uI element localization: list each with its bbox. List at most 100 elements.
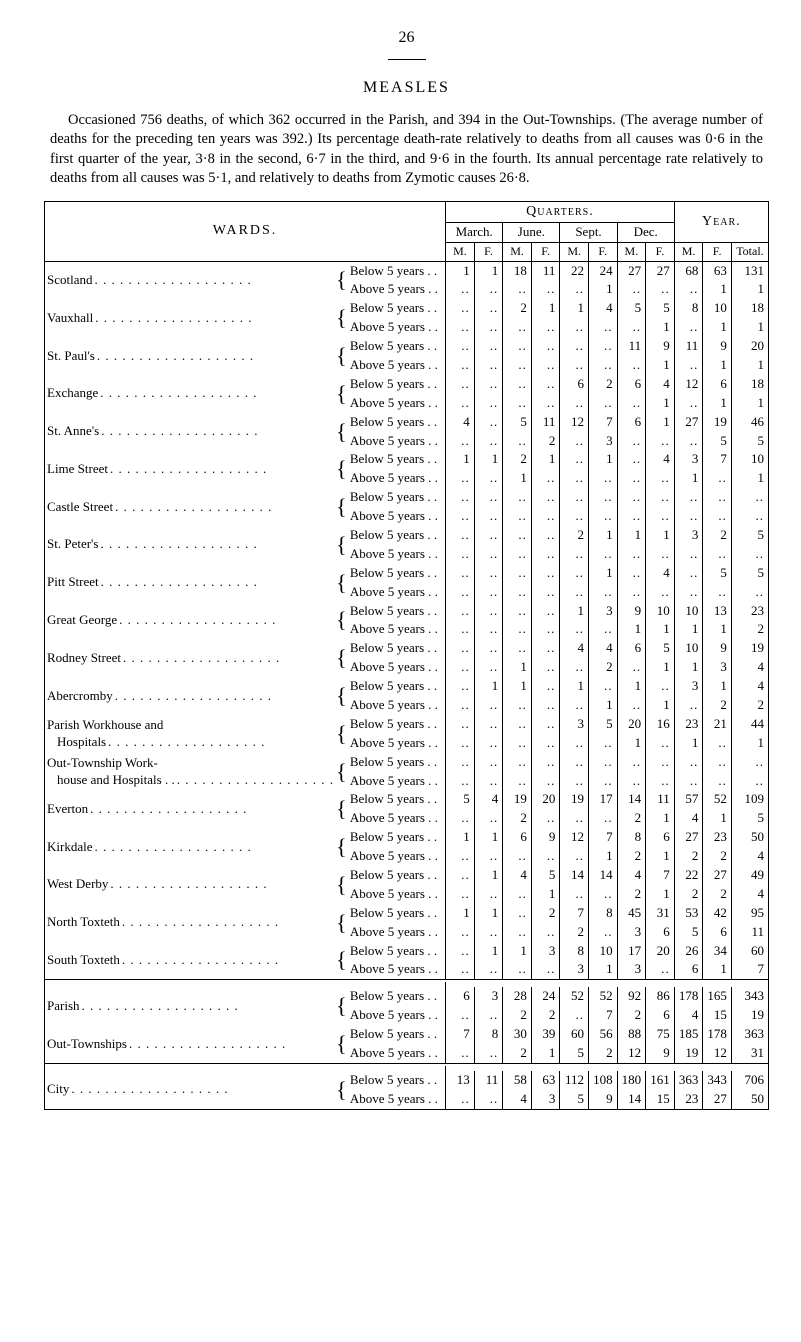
table-cell: .. xyxy=(446,280,475,299)
brace-icon: { xyxy=(336,639,347,677)
table-cell: 15 xyxy=(703,1006,732,1025)
table-cell: .. xyxy=(446,1044,475,1063)
brace-icon: { xyxy=(336,866,347,904)
table-cell: .. xyxy=(446,809,475,828)
table-cell: .. xyxy=(731,772,768,791)
table-cell: 11 xyxy=(617,337,646,356)
table-cell: 5 xyxy=(731,526,768,545)
table-cell: .. xyxy=(589,772,618,791)
table-cell: 2 xyxy=(589,658,618,677)
table-cell: 1 xyxy=(703,394,732,413)
table-cell: .. xyxy=(446,715,475,734)
age-below: Below 5 years . . xyxy=(347,677,446,696)
table-cell: 2 xyxy=(703,885,732,904)
table-cell: .. xyxy=(531,772,560,791)
mf-header: M. xyxy=(674,242,703,261)
table-cell: 11 xyxy=(531,413,560,432)
table-cell: 52 xyxy=(589,987,618,1006)
table-cell: 52 xyxy=(703,790,732,809)
brace-icon: { xyxy=(336,337,347,375)
table-cell: 18 xyxy=(731,375,768,394)
table-cell: .. xyxy=(674,772,703,791)
table-cell: .. xyxy=(446,942,475,961)
table-cell: .. xyxy=(646,734,675,753)
table-cell: .. xyxy=(646,583,675,602)
table-cell: .. xyxy=(703,734,732,753)
ward-name: St. Anne's xyxy=(47,423,101,440)
table-cell: 1 xyxy=(703,356,732,375)
table-cell: .. xyxy=(503,847,532,866)
table-cell: 31 xyxy=(646,904,675,923)
table-cell: 1 xyxy=(474,904,503,923)
ward-name: Exchange xyxy=(47,385,100,402)
table-cell: .. xyxy=(674,545,703,564)
age-above: Above 5 years . . xyxy=(347,772,446,791)
table-cell: 1 xyxy=(646,526,675,545)
brace-icon: { xyxy=(336,790,347,828)
total-name: Parish xyxy=(47,998,82,1015)
table-cell: .. xyxy=(446,318,475,337)
brace-icon: { xyxy=(336,1025,347,1063)
table-cell: 60 xyxy=(560,1025,589,1044)
table-cell: 1 xyxy=(731,356,768,375)
table-cell: .. xyxy=(531,639,560,658)
table-cell: 10 xyxy=(731,450,768,469)
brace-icon: { xyxy=(336,987,347,1025)
table-cell: 3 xyxy=(674,450,703,469)
table-cell: .. xyxy=(531,696,560,715)
table-cell: 5 xyxy=(560,1090,589,1109)
table-cell: 1 xyxy=(446,450,475,469)
table-cell: .. xyxy=(474,394,503,413)
table-cell: 9 xyxy=(646,1044,675,1063)
table-cell: .. xyxy=(646,280,675,299)
ward-name: Rodney Street xyxy=(47,650,123,667)
table-cell: 14 xyxy=(560,866,589,885)
table-cell: 1 xyxy=(503,658,532,677)
table-cell: .. xyxy=(474,809,503,828)
table-cell: .. xyxy=(560,450,589,469)
table-cell: 2 xyxy=(503,809,532,828)
quarters-header: Quarters. xyxy=(446,201,675,222)
table-cell: .. xyxy=(531,564,560,583)
table-cell: .. xyxy=(646,488,675,507)
brace-icon: { xyxy=(336,299,347,337)
table-cell: .. xyxy=(560,318,589,337)
age-above: Above 5 years . . xyxy=(347,620,446,639)
table-cell: .. xyxy=(531,960,560,979)
age-below: Below 5 years . . xyxy=(347,1025,446,1044)
table-cell: 24 xyxy=(589,261,618,280)
table-cell: 12 xyxy=(617,1044,646,1063)
table-cell: 17 xyxy=(617,942,646,961)
table-cell: .. xyxy=(503,753,532,772)
table-cell: 1 xyxy=(617,620,646,639)
ward-name: South Toxteth xyxy=(47,952,122,969)
table-cell: .. xyxy=(560,337,589,356)
table-cell: 1 xyxy=(703,280,732,299)
table-cell: 44 xyxy=(731,715,768,734)
table-cell: .. xyxy=(674,318,703,337)
age-below: Below 5 years . . xyxy=(347,526,446,545)
table-cell: 1 xyxy=(617,734,646,753)
table-cell: .. xyxy=(560,885,589,904)
table-cell: 9 xyxy=(703,337,732,356)
table-cell: .. xyxy=(731,753,768,772)
table-cell: 27 xyxy=(703,1090,732,1109)
table-cell: 2 xyxy=(731,620,768,639)
table-cell: 1 xyxy=(446,904,475,923)
ward-name: Kirkdale xyxy=(47,839,94,856)
table-cell: .. xyxy=(531,734,560,753)
table-cell: 1 xyxy=(446,828,475,847)
table-cell: 5 xyxy=(446,790,475,809)
table-cell: 23 xyxy=(674,715,703,734)
table-cell: .. xyxy=(446,432,475,451)
table-cell: 1 xyxy=(674,469,703,488)
table-cell: 19 xyxy=(503,790,532,809)
ward-name: Everton xyxy=(47,801,90,818)
table-cell: .. xyxy=(560,583,589,602)
table-cell: .. xyxy=(474,432,503,451)
table-cell: 14 xyxy=(589,866,618,885)
table-cell: .. xyxy=(446,507,475,526)
table-cell: 53 xyxy=(674,904,703,923)
table-cell: .. xyxy=(674,432,703,451)
brace-icon: { xyxy=(336,715,347,753)
